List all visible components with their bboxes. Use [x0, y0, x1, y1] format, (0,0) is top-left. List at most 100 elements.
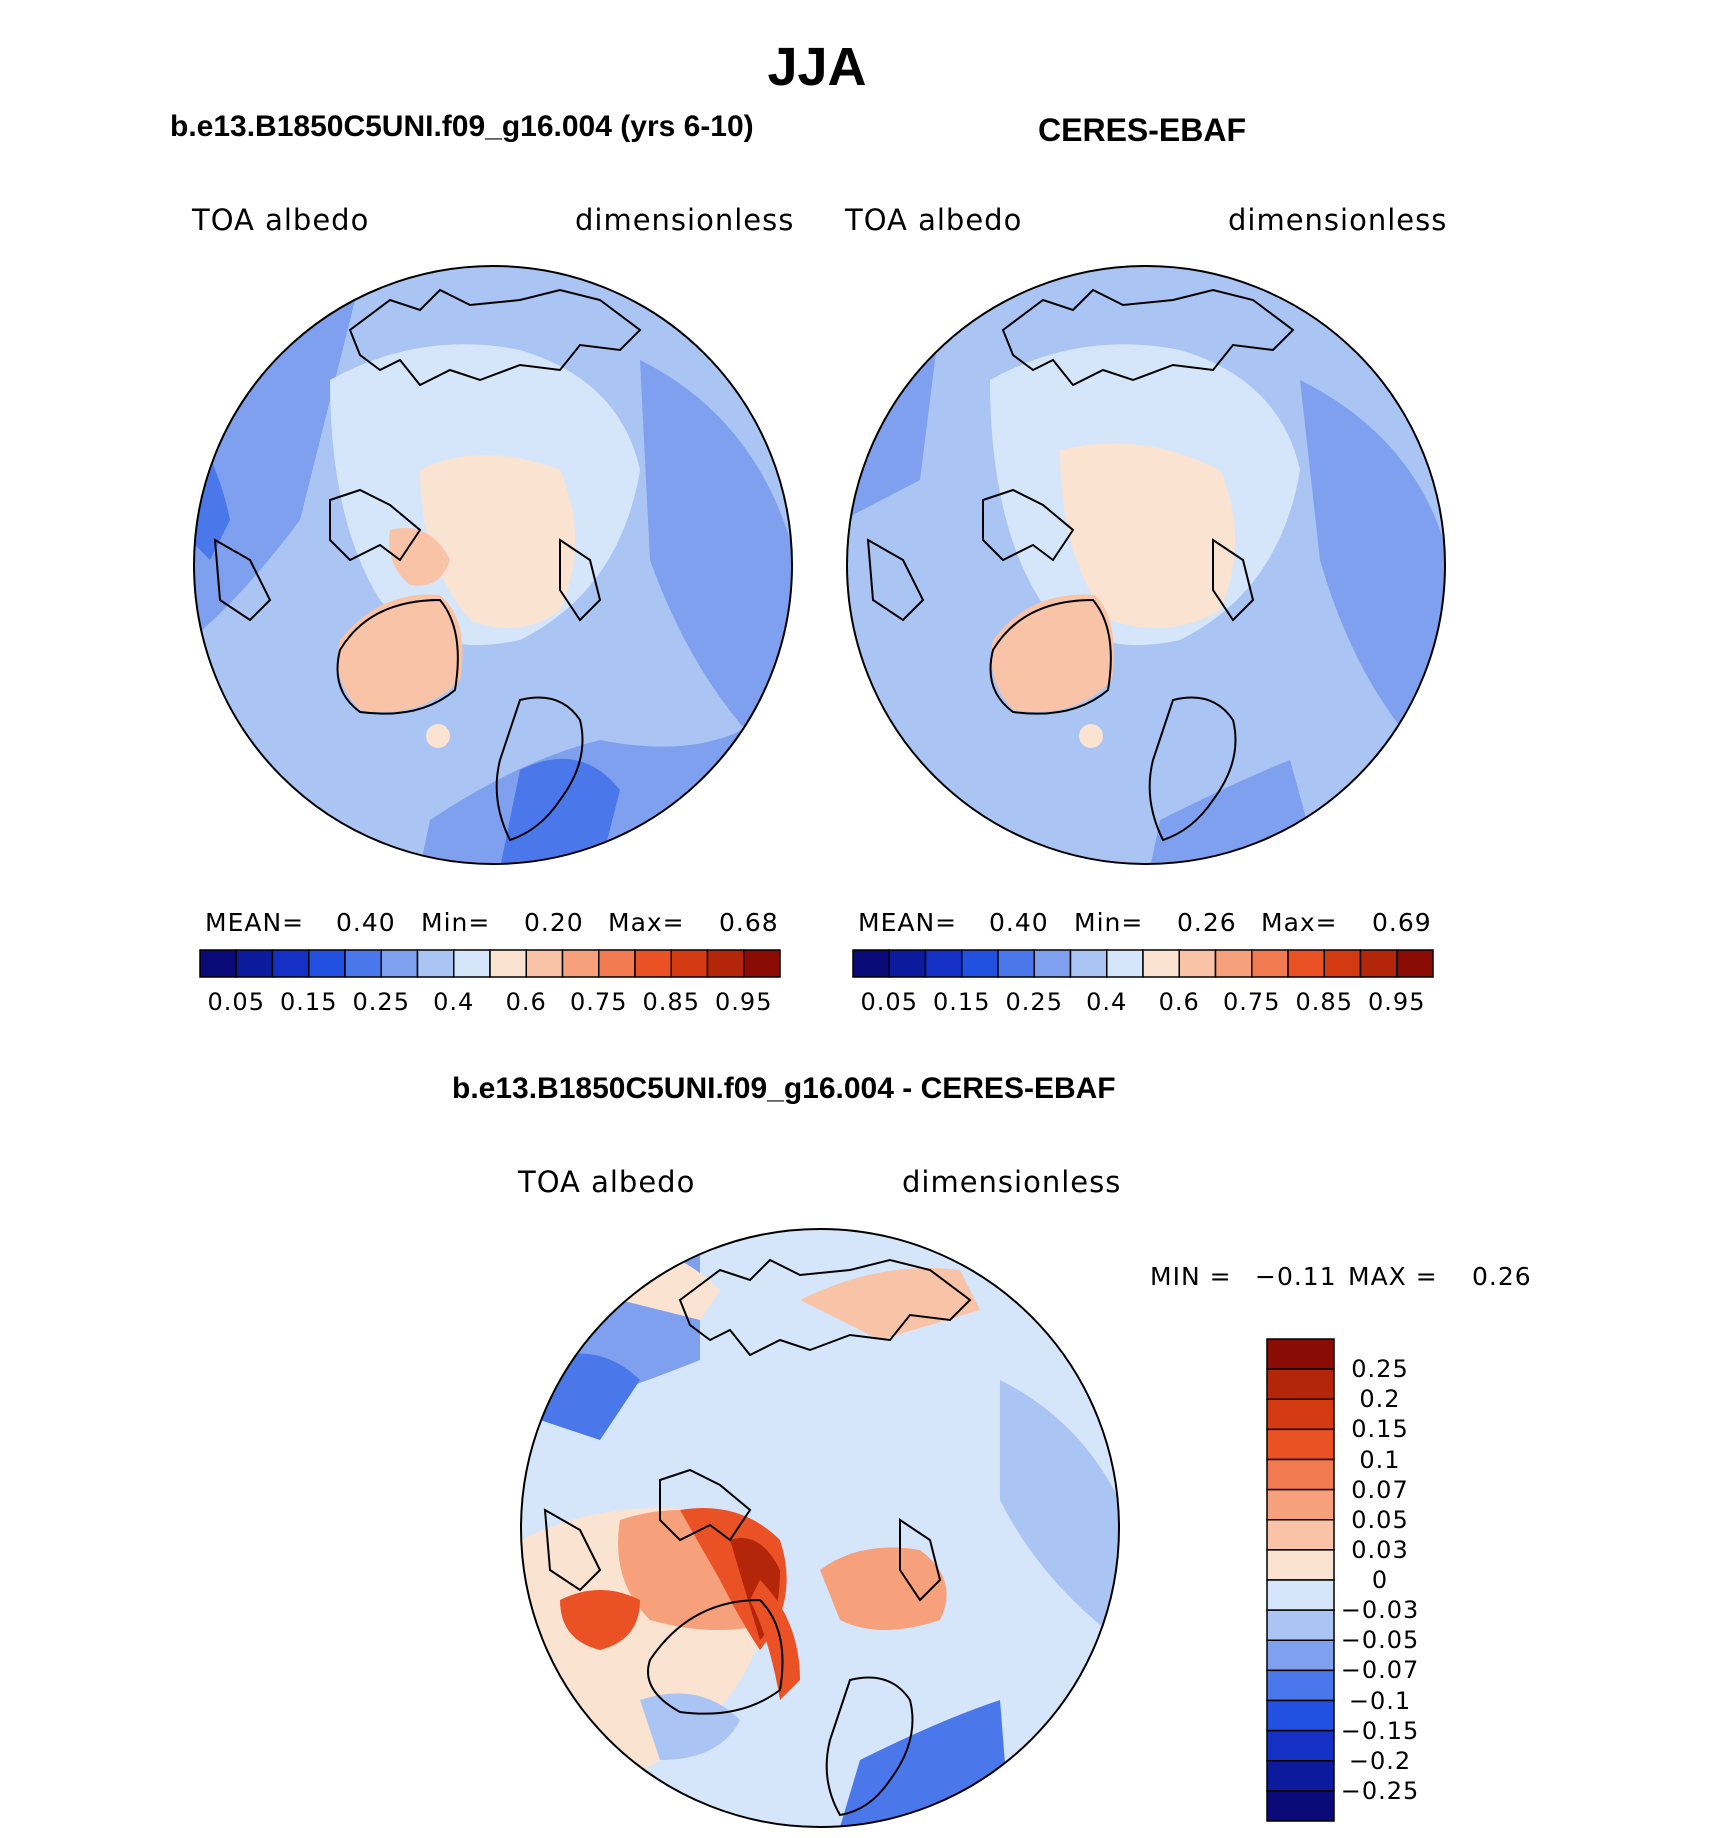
colorbar-swatch	[997, 949, 1035, 978]
obs-colorbar	[852, 949, 1434, 978]
diff-min-value: −0.11	[1255, 1262, 1337, 1291]
colorbar-swatch	[1266, 1549, 1335, 1581]
colorbar-swatch	[1266, 1760, 1335, 1792]
colorbar-swatch	[1266, 1579, 1335, 1611]
colorbar-swatch	[1266, 1790, 1335, 1822]
model-mean-value: 0.40	[336, 908, 396, 937]
obs-colorbar-tick-label: 0.75	[1223, 988, 1281, 1016]
colorbar-swatch	[1214, 949, 1253, 978]
diff-min-label: MIN =	[1150, 1262, 1232, 1291]
diff-colorbar-tick-label: 0.07	[1351, 1475, 1409, 1504]
diff-colorbar-tick-label: −0.05	[1340, 1626, 1420, 1655]
figure-title: JJA	[767, 37, 867, 97]
colorbar-swatch	[706, 949, 745, 978]
model-polar-map	[193, 265, 793, 865]
colorbar-swatch	[888, 949, 927, 978]
colorbar-swatch	[1142, 949, 1180, 978]
colorbar-swatch	[743, 949, 781, 978]
diff-max-value: 0.26	[1472, 1262, 1532, 1291]
diff-colorbar-tick-label: −0.2	[1348, 1746, 1412, 1775]
colorbar-swatch	[1266, 1458, 1335, 1491]
obs-mean-label: MEAN=	[858, 908, 958, 937]
model-mean-label: MEAN=	[205, 908, 305, 937]
colorbar-swatch	[308, 949, 346, 978]
colorbar-swatch	[235, 949, 274, 978]
colorbar-swatch	[1323, 949, 1362, 978]
obs-min-value: 0.26	[1177, 908, 1237, 937]
diff-polar-map	[520, 1228, 1120, 1828]
colorbar-swatch	[1251, 949, 1289, 978]
colorbar-swatch	[1266, 1519, 1335, 1551]
diff-panel-title: b.e13.B1850C5UNI.f09_g16.004 - CERES-EBA…	[452, 1072, 1116, 1105]
colorbar-swatch	[1287, 949, 1325, 978]
diff-variable-label: TOA albedo	[518, 1165, 696, 1199]
colorbar-swatch	[598, 949, 636, 978]
model-colorbar-tick-label: 0.95	[715, 988, 773, 1016]
colorbar-swatch	[1266, 1729, 1335, 1762]
colorbar-swatch	[380, 949, 419, 978]
obs-colorbar-tick-label: 0.95	[1368, 988, 1426, 1016]
model-panel-title: b.e13.B1850C5UNI.f09_g16.004 (yrs 6-10)	[170, 110, 754, 143]
model-colorbar	[199, 949, 781, 978]
obs-units-label: dimensionless	[1228, 203, 1448, 237]
colorbar-swatch	[1178, 949, 1217, 978]
diff-colorbar-tick-label: 0	[1371, 1566, 1389, 1594]
model-colorbar-tick-label: 0.4	[433, 988, 475, 1016]
diff-colorbar-tick-label: 0.05	[1351, 1505, 1409, 1534]
diff-colorbar-tick-label: −0.15	[1340, 1716, 1420, 1745]
model-max-value: 0.68	[719, 908, 779, 937]
obs-max-value: 0.69	[1372, 908, 1432, 937]
colorbar-swatch	[1266, 1368, 1335, 1400]
obs-colorbar-tick-label: 0.85	[1295, 988, 1353, 1016]
obs-colorbar-tick-label: 0.6	[1158, 988, 1200, 1016]
model-colorbar-tick-label: 0.75	[570, 988, 628, 1016]
model-colorbar-tick-label: 0.85	[642, 988, 700, 1016]
colorbar-swatch	[924, 949, 963, 978]
diff-colorbar-tick-label: −0.1	[1348, 1686, 1412, 1715]
colorbar-swatch	[1266, 1639, 1335, 1672]
model-min-value: 0.20	[524, 908, 584, 937]
diff-max-label: MAX =	[1348, 1262, 1438, 1291]
diff-colorbar-tick-label: −0.25	[1340, 1776, 1420, 1805]
model-max-label: Max=	[608, 908, 685, 937]
colorbar-swatch	[1266, 1609, 1335, 1641]
diff-colorbar-tick-label: 0.03	[1351, 1535, 1409, 1564]
model-colorbar-tick-label: 0.05	[207, 988, 265, 1016]
colorbar-swatch	[1266, 1488, 1335, 1521]
colorbar-swatch	[271, 949, 310, 978]
obs-colorbar-tick-label: 0.25	[1005, 988, 1063, 1016]
colorbar-swatch	[1069, 949, 1108, 978]
model-colorbar-tick-label: 0.6	[505, 988, 547, 1016]
colorbar-swatch	[489, 949, 527, 978]
obs-polar-map	[846, 265, 1446, 865]
diff-colorbar-tick-label: 0.2	[1359, 1385, 1401, 1414]
diff-colorbar	[1266, 1338, 1335, 1822]
colorbar-swatch	[199, 949, 237, 978]
obs-max-label: Max=	[1261, 908, 1338, 937]
colorbar-swatch	[1106, 949, 1144, 978]
obs-colorbar-tick-label: 0.05	[860, 988, 918, 1016]
colorbar-swatch	[852, 949, 890, 978]
colorbar-swatch	[416, 949, 455, 978]
diff-colorbar-tick-label: 0.25	[1351, 1355, 1409, 1384]
colorbar-swatch	[561, 949, 600, 978]
obs-variable-label: TOA albedo	[845, 203, 1023, 237]
colorbar-swatch	[1266, 1669, 1335, 1702]
model-colorbar-tick-label: 0.15	[280, 988, 338, 1016]
obs-colorbar-tick-label: 0.15	[933, 988, 991, 1016]
colorbar-swatch	[634, 949, 672, 978]
model-colorbar-tick-label: 0.25	[352, 988, 410, 1016]
model-units-label: dimensionless	[575, 203, 795, 237]
diff-colorbar-tick-label: 0.15	[1351, 1415, 1409, 1444]
colorbar-swatch	[1266, 1338, 1335, 1370]
colorbar-swatch	[525, 949, 564, 978]
obs-colorbar-tick-label: 0.4	[1086, 988, 1128, 1016]
obs-min-label: Min=	[1074, 908, 1144, 937]
model-min-label: Min=	[421, 908, 491, 937]
diff-colorbar-tick-label: −0.03	[1340, 1596, 1420, 1625]
colorbar-swatch	[961, 949, 999, 978]
colorbar-swatch	[1266, 1428, 1335, 1461]
diff-colorbar-tick-label: −0.07	[1340, 1656, 1420, 1685]
colorbar-swatch	[1266, 1699, 1335, 1732]
colorbar-swatch	[453, 949, 491, 978]
